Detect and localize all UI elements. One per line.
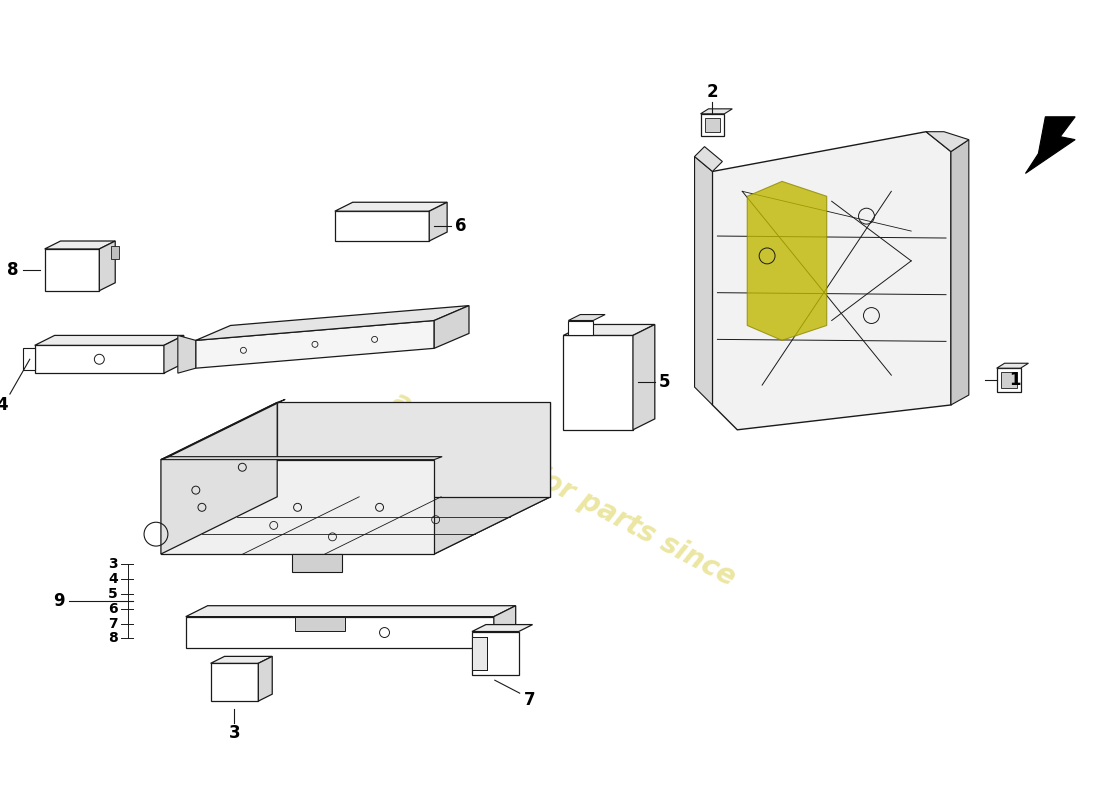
Polygon shape bbox=[494, 606, 516, 649]
Polygon shape bbox=[429, 202, 447, 241]
Polygon shape bbox=[997, 368, 1021, 392]
Text: 5: 5 bbox=[109, 586, 118, 601]
Text: 7: 7 bbox=[524, 691, 536, 709]
Polygon shape bbox=[434, 402, 550, 554]
Polygon shape bbox=[563, 325, 654, 335]
Text: 3: 3 bbox=[109, 557, 118, 571]
Polygon shape bbox=[161, 402, 277, 554]
Text: 4: 4 bbox=[109, 572, 118, 586]
Polygon shape bbox=[632, 325, 654, 430]
Polygon shape bbox=[186, 606, 516, 617]
Polygon shape bbox=[196, 306, 469, 340]
Polygon shape bbox=[1001, 372, 1016, 388]
Text: a passion for parts since: a passion for parts since bbox=[387, 386, 740, 592]
Polygon shape bbox=[569, 314, 605, 321]
Polygon shape bbox=[186, 617, 494, 649]
Polygon shape bbox=[694, 146, 723, 171]
Polygon shape bbox=[950, 140, 969, 405]
Polygon shape bbox=[35, 335, 184, 346]
Polygon shape bbox=[277, 402, 550, 497]
Polygon shape bbox=[334, 202, 447, 211]
Polygon shape bbox=[713, 132, 950, 430]
Polygon shape bbox=[704, 118, 720, 132]
Polygon shape bbox=[210, 663, 258, 701]
Polygon shape bbox=[164, 335, 184, 373]
Polygon shape bbox=[926, 132, 969, 151]
Polygon shape bbox=[747, 182, 827, 340]
Text: 6: 6 bbox=[109, 602, 118, 616]
Text: 8: 8 bbox=[7, 261, 19, 279]
Polygon shape bbox=[99, 241, 116, 290]
Polygon shape bbox=[35, 346, 164, 373]
Text: 1: 1 bbox=[1009, 371, 1021, 389]
Polygon shape bbox=[472, 625, 532, 631]
Polygon shape bbox=[258, 656, 272, 701]
Polygon shape bbox=[295, 617, 344, 630]
Polygon shape bbox=[23, 348, 35, 370]
Polygon shape bbox=[161, 399, 285, 460]
Polygon shape bbox=[45, 249, 99, 290]
Polygon shape bbox=[161, 460, 434, 554]
Polygon shape bbox=[472, 631, 519, 675]
Text: 2: 2 bbox=[706, 83, 718, 101]
Polygon shape bbox=[701, 114, 725, 136]
Polygon shape bbox=[45, 241, 116, 249]
Polygon shape bbox=[334, 211, 429, 241]
Text: 9: 9 bbox=[53, 592, 65, 610]
Text: 4: 4 bbox=[0, 396, 8, 414]
Text: 5: 5 bbox=[659, 373, 671, 391]
Text: 3: 3 bbox=[229, 724, 240, 742]
Text: 7: 7 bbox=[109, 617, 118, 630]
Polygon shape bbox=[293, 554, 342, 572]
Polygon shape bbox=[178, 335, 196, 373]
Polygon shape bbox=[161, 457, 442, 460]
Polygon shape bbox=[997, 363, 1028, 368]
Text: 6: 6 bbox=[455, 217, 466, 235]
Polygon shape bbox=[111, 246, 119, 259]
Text: 8: 8 bbox=[109, 631, 118, 646]
Polygon shape bbox=[569, 321, 593, 335]
Polygon shape bbox=[472, 637, 487, 670]
Polygon shape bbox=[563, 335, 632, 430]
Polygon shape bbox=[196, 321, 434, 368]
Polygon shape bbox=[434, 306, 469, 348]
Polygon shape bbox=[701, 109, 733, 114]
Polygon shape bbox=[161, 497, 550, 554]
Polygon shape bbox=[1025, 117, 1075, 174]
Polygon shape bbox=[210, 656, 272, 663]
Polygon shape bbox=[694, 157, 713, 405]
